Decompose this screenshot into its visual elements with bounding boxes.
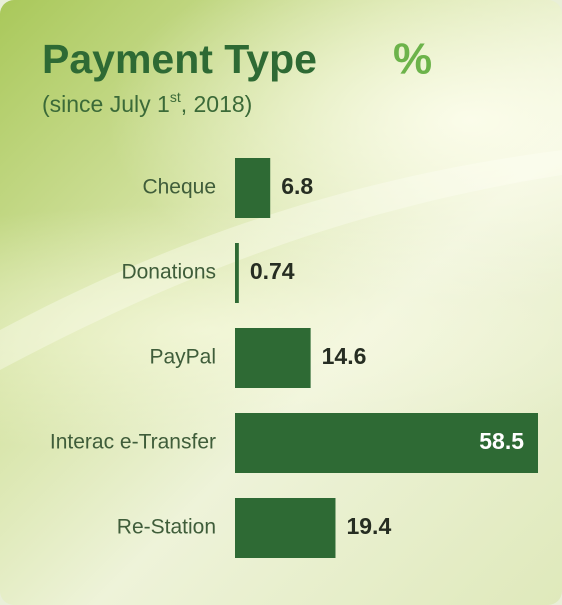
bar xyxy=(235,158,271,218)
subtitle-part: (since July 1 xyxy=(42,91,170,117)
category-label: Interac e-Transfer xyxy=(50,431,216,454)
category-label: Re-Station xyxy=(117,516,216,539)
bar xyxy=(235,413,538,473)
chart-title: Payment Type xyxy=(42,36,317,82)
value-label: 19.4 xyxy=(346,513,391,539)
unit-label: % xyxy=(393,35,432,84)
value-label: 58.5 xyxy=(479,428,524,454)
value-label: 6.8 xyxy=(281,173,313,199)
category-label: PayPal xyxy=(149,346,216,369)
swirl xyxy=(0,150,562,370)
category-label: Cheque xyxy=(142,176,216,199)
subtitle-sup: st xyxy=(170,89,181,105)
bar xyxy=(235,328,311,388)
bar xyxy=(235,498,336,558)
subtitle: (since July 1st, 2018) xyxy=(42,89,252,117)
value-label: 0.74 xyxy=(250,258,295,284)
value-label: 14.6 xyxy=(322,343,367,369)
bar xyxy=(235,243,239,303)
subtitle-part: , 2018) xyxy=(181,91,253,117)
category-label: Donations xyxy=(121,261,216,284)
